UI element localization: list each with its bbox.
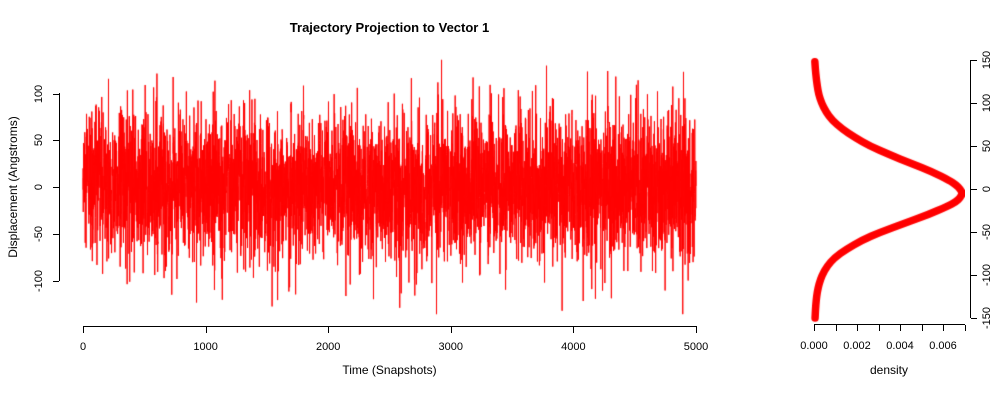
left-x-tick-label: 4000: [561, 341, 586, 353]
right-y-tick: [971, 189, 977, 190]
left-x-tick-label: 0: [79, 341, 87, 353]
right-y-axis-line: [970, 60, 971, 318]
right-y-tick-label: -100: [981, 263, 993, 287]
right-y-tick-label: -50: [981, 224, 993, 240]
right-x-tick: [857, 325, 858, 331]
left-y-tick: [53, 140, 59, 142]
right-x-tick: [878, 325, 880, 331]
left-y-tick: [53, 187, 59, 188]
right-y-tick: [971, 232, 977, 233]
right-x-tick-label: 0.002: [843, 340, 871, 352]
right-x-tick-label: 0.000: [800, 340, 828, 352]
right-x-tick: [964, 325, 966, 331]
right-x-tick-label: 0.004: [886, 340, 914, 352]
left-x-axis-title: Time (Snapshots): [342, 363, 437, 377]
left-y-axis-line: [59, 93, 60, 281]
density-curve-canvas: [805, 50, 965, 325]
right-y-tick-label: 50: [981, 139, 993, 153]
right-x-tick: [814, 325, 815, 331]
left-y-tick: [53, 233, 59, 235]
right-y-tick: [971, 275, 977, 276]
left-x-tick: [696, 327, 697, 333]
left-x-tick: [83, 327, 84, 333]
left-y-tick-label: 0: [33, 183, 45, 191]
left-x-tick-label: 5000: [683, 341, 709, 353]
left-y-tick-label: 100: [33, 84, 45, 103]
left-plot-title: Trajectory Projection to Vector 1: [289, 20, 490, 35]
left-y-tick-label: -50: [33, 225, 45, 242]
time-series-canvas: [80, 50, 700, 325]
right-y-tick-label: 0: [981, 185, 993, 193]
left-x-tick: [328, 327, 330, 333]
left-x-tick-label: 2000: [315, 341, 341, 353]
right-y-tick: [971, 60, 977, 61]
right-y-tick-label: 150: [981, 50, 993, 70]
left-x-tick: [205, 327, 207, 333]
left-y-tick: [53, 280, 59, 282]
right-x-tick: [900, 325, 901, 331]
right-x-tick: [921, 325, 923, 331]
left-y-tick: [53, 93, 59, 95]
right-x-tick: [835, 325, 837, 331]
right-y-tick: [971, 103, 977, 104]
left-x-tick-label: 1000: [193, 341, 218, 353]
left-y-tick-label: 50: [33, 134, 45, 147]
right-x-tick: [943, 325, 944, 331]
right-y-tick-label: 100: [981, 93, 993, 113]
right-y-tick: [971, 318, 977, 319]
left-x-tick: [450, 327, 452, 333]
left-x-axis-line: [83, 326, 697, 327]
left-y-axis-title: Displacement (Angstroms): [6, 116, 20, 258]
right-y-tick-label: -150: [981, 306, 993, 330]
right-x-axis-line: [814, 324, 965, 325]
right-x-tick-label: 0.006: [929, 340, 957, 352]
left-y-tick-label: -100: [33, 269, 45, 292]
left-x-tick-label: 3000: [438, 341, 464, 353]
right-y-tick: [971, 146, 977, 147]
left-x-tick: [573, 327, 575, 333]
right-x-axis-title: density: [869, 363, 909, 377]
